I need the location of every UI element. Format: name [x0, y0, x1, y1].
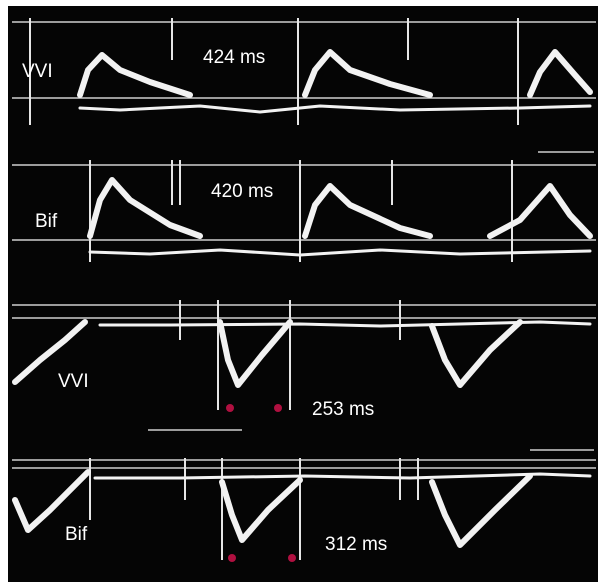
interval-label: 312 ms: [325, 534, 387, 555]
mode-label: Bif: [65, 524, 88, 545]
mode-label: VVI: [22, 61, 53, 82]
interval-label: 253 ms: [312, 399, 374, 420]
interval-label: 420 ms: [211, 181, 273, 202]
mode-label: Bif: [35, 211, 58, 232]
interval-label: 424 ms: [203, 47, 265, 68]
mode-label: VVI: [58, 371, 89, 392]
doppler-figure: VVI 424 ms Bif 420 ms VVI 253: [0, 0, 604, 588]
